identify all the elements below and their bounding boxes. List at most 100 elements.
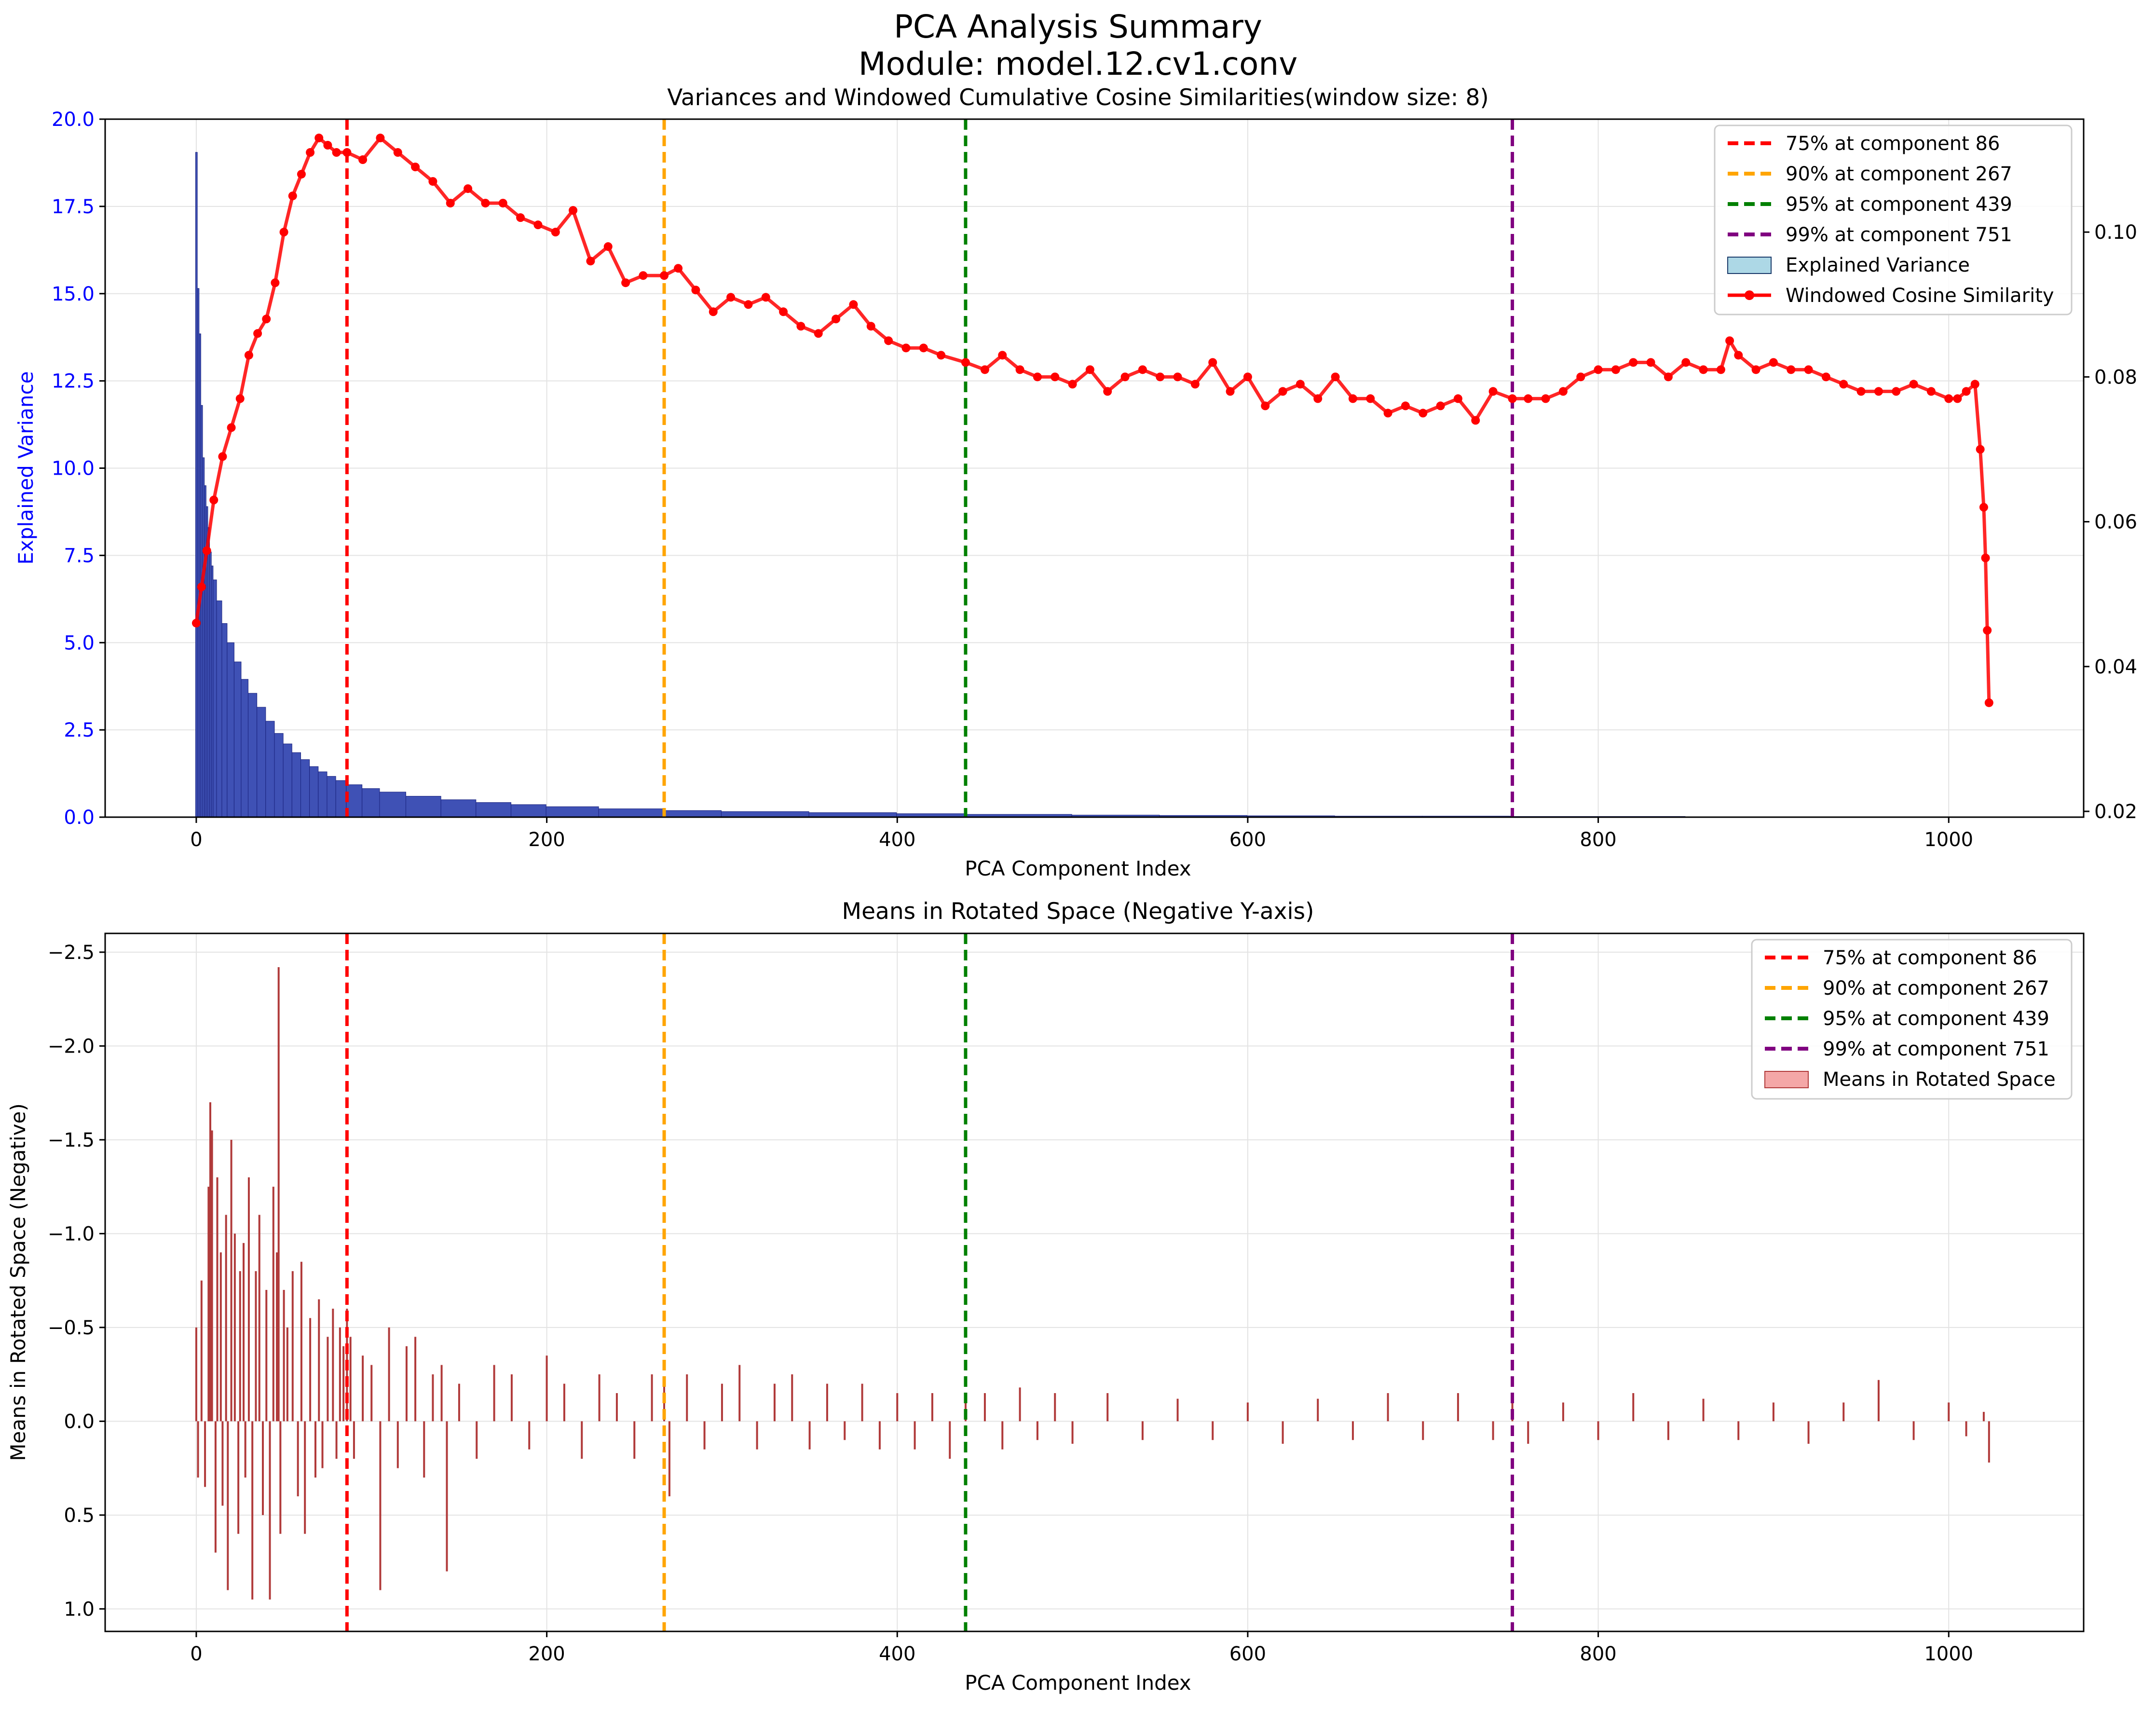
means-bar (896, 1393, 899, 1422)
cosine-point (726, 293, 736, 302)
means-bar (651, 1374, 653, 1422)
means-bar (300, 1261, 302, 1422)
cosine-point (761, 293, 770, 302)
cosine-point (1983, 626, 1992, 635)
cosine-point (1944, 394, 1953, 403)
means-ytick-label: 1.0 (64, 1598, 95, 1620)
cosine-point (1208, 358, 1217, 367)
means-bar (1965, 1421, 1967, 1437)
means-bar (931, 1393, 933, 1422)
variance-bar (207, 527, 210, 818)
cosine-point (779, 307, 788, 316)
variance-bar (211, 565, 214, 818)
cosine-point (1331, 372, 1340, 382)
means-bar (244, 1421, 246, 1478)
means-bar (1492, 1421, 1494, 1440)
means-xtick-label: 1000 (1924, 1643, 1973, 1665)
means-bar (528, 1421, 531, 1450)
means-legend-90-label: 90% at component 267 (1823, 977, 2049, 999)
cosine-point (1751, 365, 1760, 374)
means-bar (1737, 1421, 1740, 1440)
variance-bar (476, 802, 511, 818)
variance-bar (291, 752, 301, 818)
variance-bar (202, 457, 205, 818)
means-bar (1912, 1421, 1915, 1440)
means-bar (304, 1421, 306, 1534)
variance-xtick-label: 600 (1229, 829, 1266, 851)
means-bar (219, 1252, 222, 1422)
variance-bar (721, 811, 809, 818)
means-bar (1282, 1421, 1284, 1444)
means-x-axis-label: PCA Component Index (965, 1671, 1191, 1695)
cosine-point (1976, 445, 1985, 454)
means-ytick-label: 0.0 (64, 1410, 95, 1433)
means-bar (738, 1365, 741, 1422)
cosine-point (1611, 365, 1620, 374)
cosine-point (376, 134, 385, 143)
variance-bar (221, 623, 228, 818)
means-x-ticks: 0 200 400 600 800 1000 (190, 1631, 1973, 1665)
means-bar (255, 1271, 257, 1422)
means-legend-label: Means in Rotated Space (1823, 1068, 2056, 1091)
cosine-point (961, 358, 970, 367)
cosine-point (1508, 394, 1517, 403)
cosine-point (197, 582, 206, 591)
cosine-point (358, 155, 368, 164)
means-bar (286, 1327, 288, 1422)
variance-ytick-label: 5.0 (64, 632, 95, 654)
means-legend-box (1751, 939, 2073, 1100)
means-plot-title: Means in Rotated Space (Negative Y-axis) (842, 898, 1314, 925)
cosine-point (297, 170, 306, 179)
variance-bar (195, 152, 198, 818)
cosine-point (1594, 365, 1603, 374)
cosine-point (533, 220, 543, 230)
variance-bar (327, 776, 336, 818)
means-plot-frame (104, 932, 2085, 1632)
cosine-point (919, 343, 928, 353)
variance-y2tick-label: 0.08 (2094, 366, 2137, 388)
means-bar (432, 1374, 434, 1422)
cosine-point (691, 286, 700, 295)
variance-bar (247, 693, 258, 818)
cosine-point (1051, 372, 1060, 382)
cosine-point (191, 618, 201, 628)
means-bar (423, 1421, 425, 1478)
cosine-point (1033, 372, 1042, 382)
means-bar (1877, 1380, 1880, 1422)
means-bar (615, 1393, 618, 1422)
means-bar (276, 1252, 278, 1422)
variance-ytick-label: 2.5 (64, 719, 95, 741)
means-gridlines (105, 933, 2084, 1631)
variance-bar (335, 780, 347, 818)
variance-xtick-label: 1000 (1924, 829, 1973, 851)
cosine-point (586, 257, 595, 266)
cosine-point (1015, 365, 1024, 374)
cosine-point (1576, 372, 1585, 382)
cosine-point (1436, 401, 1445, 411)
variance-ytick-label: 20.0 (52, 109, 95, 131)
cosine-point (446, 199, 455, 208)
variance-bar (510, 804, 546, 818)
means-bar (297, 1421, 299, 1496)
cosine-point (202, 546, 211, 555)
cosine-point (1558, 387, 1568, 396)
means-bar (269, 1421, 271, 1600)
cosine-point (1383, 409, 1392, 418)
cosine-point (1716, 365, 1725, 374)
variance-bar (362, 788, 380, 818)
cosine-point (1296, 380, 1305, 389)
cosine-point (814, 329, 823, 338)
means-bar (200, 1280, 203, 1422)
cosine-point (428, 177, 437, 186)
cosine-point (1488, 387, 1498, 396)
means-bar (237, 1421, 240, 1534)
means-bar (914, 1421, 916, 1450)
means-bar (861, 1383, 863, 1422)
cosine-point (1541, 394, 1550, 403)
means-bar (844, 1421, 846, 1440)
variance-bar (199, 333, 201, 818)
means-bar (791, 1374, 793, 1422)
means-bar (1527, 1421, 1529, 1444)
cosine-point (901, 343, 911, 353)
